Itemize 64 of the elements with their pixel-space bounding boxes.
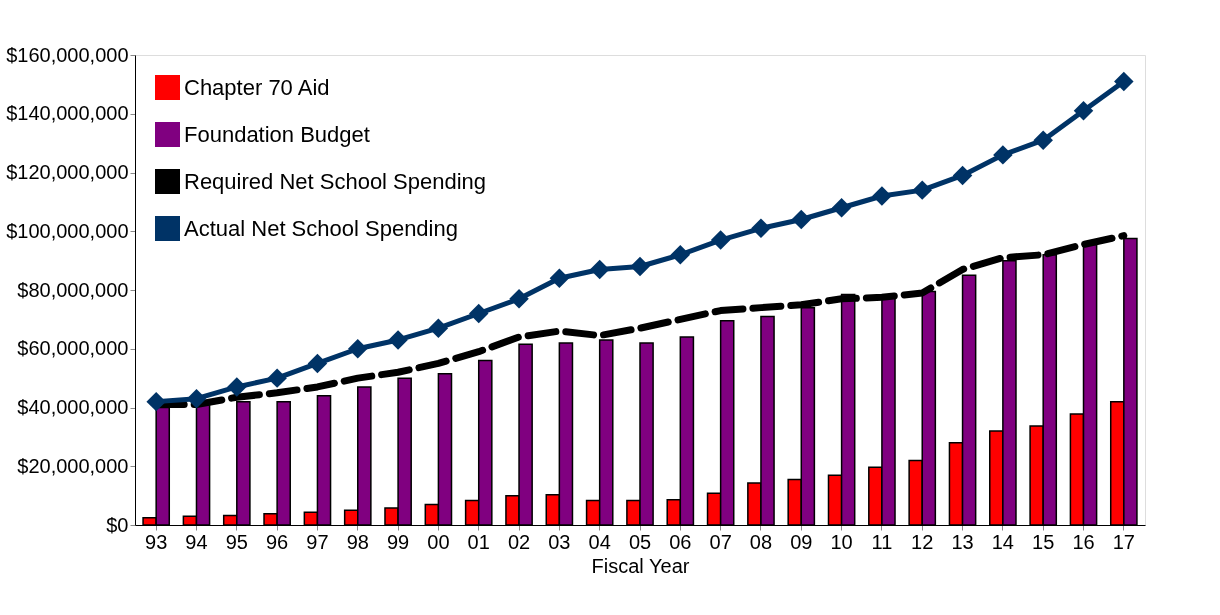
- legend-label: Foundation Budget: [184, 121, 370, 147]
- x-tick-label: 00: [427, 530, 450, 553]
- point: [589, 259, 610, 280]
- y-tick-label: $60,000,000: [17, 337, 129, 360]
- x-tick-label: 08: [749, 530, 773, 553]
- x-tick-label: 93: [145, 530, 168, 553]
- legend-label: Chapter 70 Aid: [184, 74, 330, 100]
- x-tick-label: 95: [225, 530, 248, 553]
- x-tick-label: 11: [871, 530, 893, 553]
- point: [710, 230, 731, 250]
- point: [549, 268, 570, 288]
- point: [428, 318, 449, 338]
- legend-label: Actual Net School Spending: [184, 215, 458, 241]
- point: [468, 303, 489, 324]
- y-tick-label: $80,000,000: [17, 278, 129, 301]
- x-tick-label: 07: [709, 530, 732, 553]
- y-tick-label: $160,000,000: [6, 43, 129, 66]
- x-tick-label: 97: [306, 530, 329, 553]
- y-tick-label: $20,000,000: [17, 454, 129, 477]
- point: [146, 391, 166, 412]
- x-tick-label: 12: [911, 530, 934, 553]
- x-tick-label: 15: [1032, 530, 1055, 553]
- point: [993, 145, 1013, 165]
- x-axis-title: Fiscal Year: [591, 554, 690, 577]
- point: [307, 353, 328, 374]
- x-tick-label: 09: [790, 530, 813, 553]
- point: [1073, 101, 1094, 121]
- y-tick-label: $120,000,000: [6, 161, 129, 183]
- point: [227, 377, 247, 397]
- point: [1033, 130, 1053, 150]
- x-tick-label: 96: [266, 530, 289, 553]
- x-tick-label: 17: [1112, 530, 1135, 553]
- point: [751, 218, 771, 239]
- point: [509, 289, 529, 309]
- legend-label: Required Net School Spending: [184, 168, 487, 194]
- x-tick-label: 04: [588, 530, 611, 553]
- x-tick-label: 14: [991, 530, 1014, 553]
- y-tick-label: $140,000,000: [6, 102, 129, 125]
- y-tick-label: $100,000,000: [6, 219, 129, 242]
- point: [952, 165, 973, 186]
- point: [670, 245, 691, 265]
- point: [186, 388, 207, 409]
- point: [630, 256, 650, 277]
- point: [831, 198, 852, 218]
- point: [348, 339, 368, 359]
- point: [1114, 71, 1134, 92]
- x-tick-label: 06: [669, 530, 692, 553]
- x-tick-label: 01: [467, 530, 490, 553]
- y-tick-label: $0: [106, 513, 129, 536]
- point: [267, 368, 287, 388]
- x-tick-label: 99: [386, 530, 410, 553]
- point: [791, 209, 812, 230]
- point: [388, 330, 408, 350]
- x-tick-label: 05: [628, 530, 652, 553]
- point: [912, 180, 932, 200]
- x-tick-label: 94: [185, 530, 208, 553]
- x-tick-label: 03: [548, 530, 571, 553]
- x-tick-label: 16: [1072, 530, 1095, 553]
- x-tick-label: 02: [507, 530, 531, 553]
- point: [872, 186, 892, 206]
- y-tick-label: $40,000,000: [17, 396, 129, 418]
- x-tick-label: 10: [830, 530, 853, 553]
- x-tick-label: 98: [346, 530, 369, 553]
- x-tick-label: 13: [951, 530, 974, 553]
